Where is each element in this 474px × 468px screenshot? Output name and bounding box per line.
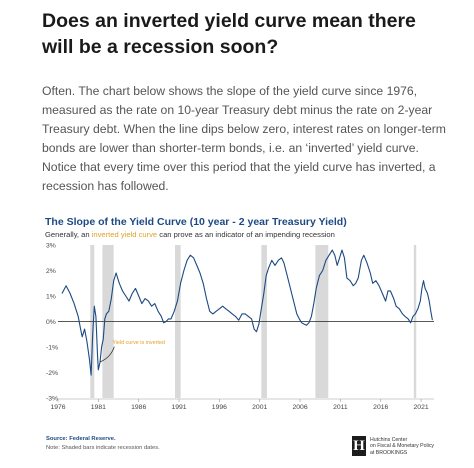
hutchins-logo-text: Hutchins Center on Fiscal & Monetary Pol… xyxy=(370,437,440,456)
y-tick-label: 1% xyxy=(46,293,56,300)
x-tick-label: 1981 xyxy=(91,404,106,411)
x-tick-label: 2016 xyxy=(373,404,388,411)
x-tick-label: 2006 xyxy=(292,404,307,411)
y-tick-label: -1% xyxy=(46,344,58,351)
x-tick-label: 1976 xyxy=(50,404,65,411)
hutchins-logo-icon: H xyxy=(352,436,366,456)
x-tick-label: 1986 xyxy=(131,404,146,411)
annotation-arrow xyxy=(100,346,115,363)
y-tick-label: -2% xyxy=(46,370,58,377)
x-tick-label: 2011 xyxy=(333,404,348,411)
article-heading: Does an inverted yield curve mean there … xyxy=(42,10,416,58)
y-tick-label: 2% xyxy=(46,268,56,275)
y-tick-label: -3% xyxy=(46,395,58,402)
y-tick-label: 0% xyxy=(46,319,56,326)
chart-series xyxy=(61,249,433,376)
chart-subtitle-prefix: Generally, an xyxy=(45,230,92,239)
y-tick-label: 3% xyxy=(46,242,56,249)
logo-line: on Fiscal & Monetary Policy xyxy=(370,443,435,450)
x-tick-label: 1996 xyxy=(212,404,227,411)
x-tick-label: 2001 xyxy=(252,404,267,411)
article-paragraph: Often. The chart below shows the slope o… xyxy=(42,84,446,193)
chart-annotations: Yield curve is inverted xyxy=(100,340,165,363)
logo-line: at BROOKINGS xyxy=(370,449,408,456)
chart-subtitle-highlight: inverted yield curve xyxy=(91,230,158,239)
x-tick-label: 1991 xyxy=(171,404,186,411)
chart-title: The Slope of the Yield Curve (10 year - … xyxy=(45,216,347,228)
chart-subtitle-suffix: can prove as an indicator of an impendin… xyxy=(157,230,335,239)
yield-curve-line xyxy=(61,249,433,376)
chart-source: Source: Federal Reserve. xyxy=(46,436,116,442)
chart-axes: 3% 2% 1% 0% -1% -2% -3% 1976 1981 1986 1991 1996 200… xyxy=(46,242,434,411)
chart-source-text: Source: Federal Reserve. xyxy=(46,436,116,442)
annotation-label: Yield curve is inverted xyxy=(112,340,165,346)
chart-subtitle: Generally, an inverted yield curve can p… xyxy=(45,230,335,239)
x-tick-label: 2021 xyxy=(414,404,429,411)
chart-note: Note: Shaded bars indicate recession dat… xyxy=(46,445,160,451)
logo-line: Hutchins Center xyxy=(370,437,408,443)
